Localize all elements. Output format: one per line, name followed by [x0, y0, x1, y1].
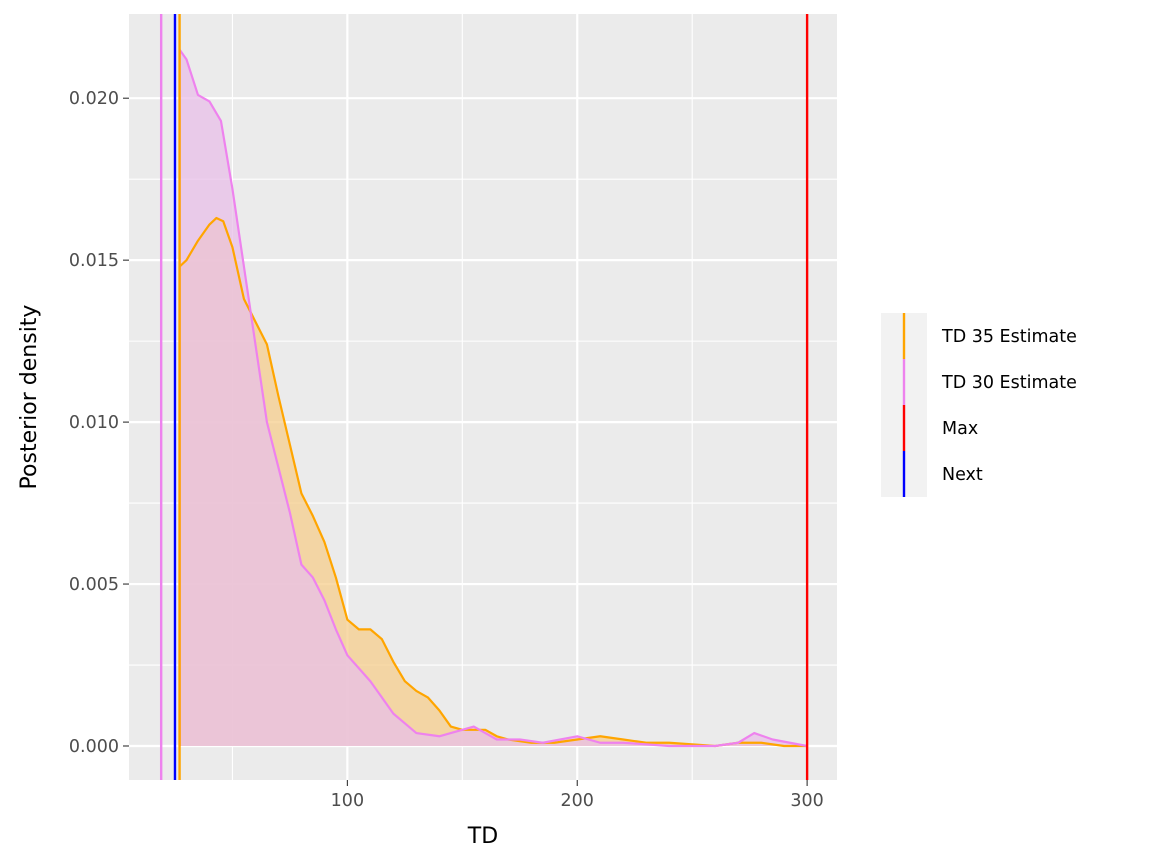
x-tick-label: 200 [561, 791, 594, 811]
y-tick-label: 0.000 [69, 737, 119, 757]
x-tick-label: 100 [331, 791, 364, 811]
x-axis-title: TD [467, 824, 498, 849]
y-axis: 0.000 0.005 0.010 0.015 0.020 [69, 89, 129, 757]
density-areas [179, 49, 808, 746]
area-td-35-estimate [179, 218, 808, 746]
y-axis-title: Posterior density [17, 305, 42, 490]
reference-lines [159, 14, 809, 780]
y-tick-label: 0.020 [69, 89, 119, 109]
legend-label-td-35-estimate: TD 35 Estimate [941, 327, 1077, 347]
y-tick-label: 0.015 [69, 251, 119, 271]
curve-td-35-estimate [178, 216, 808, 748]
density-curves [178, 48, 808, 748]
curve-td-30-estimate [178, 48, 808, 748]
x-tick-label: 300 [790, 791, 823, 811]
legend-label-td-30-estimate: TD 30 Estimate [941, 373, 1077, 393]
legend: TD 35 Estimate TD 30 Estimate Max Next [881, 313, 1077, 497]
x-axis: 100 200 300 [331, 780, 824, 811]
area-td-30-estimate [179, 49, 808, 746]
y-tick-label: 0.005 [69, 575, 119, 595]
legend-label-max: Max [942, 419, 978, 439]
legend-label-next: Next [942, 465, 983, 485]
y-tick-label: 0.010 [69, 413, 119, 433]
